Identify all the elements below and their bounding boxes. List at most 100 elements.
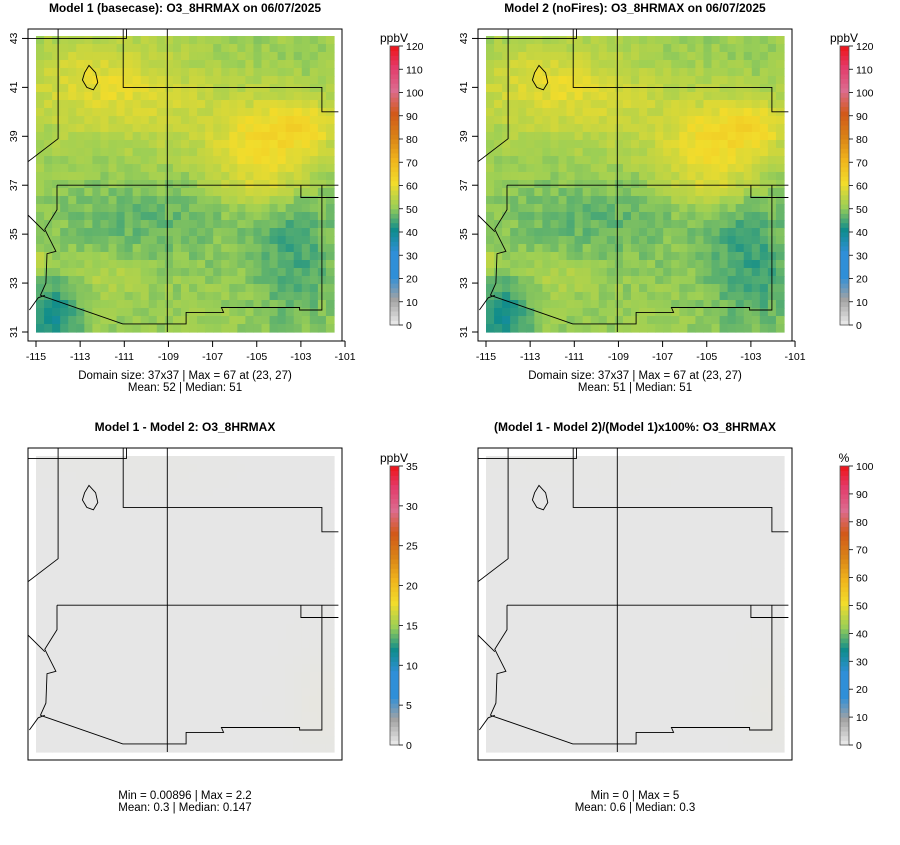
heatmap-cell [181,720,190,729]
heatmap-cell [278,520,287,529]
colorbar-segment [840,213,849,218]
heatmap-cell [213,536,222,545]
heatmap-cell [567,252,576,261]
colorbar-segment [390,666,399,671]
heatmap-cell [84,260,93,269]
heatmap-cell [157,108,166,117]
heatmap-cell [752,108,761,117]
heatmap-cell [189,592,198,601]
heatmap-cell [100,728,109,737]
heatmap-cell [639,252,648,261]
heatmap-cell [744,308,753,317]
heatmap-cell [583,316,592,325]
heatmap-cell [502,172,511,181]
heatmap-cell [253,464,262,473]
heatmap-cell [189,228,198,237]
heatmap-cell [639,164,648,173]
heatmap-cell [294,284,303,293]
heatmap-cell [671,560,680,569]
heatmap-cell [173,616,182,625]
heatmap-cell [229,608,238,617]
heatmap-cell [165,308,174,317]
colorbar-segment [840,88,849,93]
heatmap-cell [558,204,567,213]
heatmap-cell [52,188,61,197]
heatmap-cell [720,172,729,181]
heatmap-cell [310,220,319,229]
heatmap-cell [108,560,117,569]
heatmap-cell [117,528,126,537]
heatmap-cell [125,704,134,713]
heatmap-cell [720,212,729,221]
heatmap-cell [712,276,721,285]
heatmap-cell [286,52,295,61]
heatmap-cell [776,496,785,505]
heatmap-cell [245,488,254,497]
heatmap-cell [679,44,688,53]
heatmap-cell [181,584,190,593]
heatmap-cell [631,212,640,221]
heatmap-cell [205,324,214,333]
heatmap-cell [655,260,664,269]
heatmap-cell [197,156,206,165]
heatmap-cell [639,148,648,157]
heatmap-cell [205,196,214,205]
heatmap-cell [92,68,101,77]
heatmap-cell [100,92,109,101]
heatmap-cell [623,148,632,157]
heatmap-cell [141,92,150,101]
heatmap-cell [197,544,206,553]
heatmap-cell [108,140,117,149]
heatmap-cell [181,576,190,585]
heatmap-cell [117,672,126,681]
heatmap-cell [655,528,664,537]
heatmap-cell [173,600,182,609]
heatmap-cell [92,696,101,705]
heatmap-cell [510,324,519,333]
heatmap-cell [679,552,688,561]
heatmap-cell [36,672,45,681]
heatmap-cell [655,520,664,529]
heatmap-cell [117,36,126,45]
heatmap-cell [760,68,769,77]
heatmap-cell [583,560,592,569]
heatmap-cell [663,116,672,125]
heatmap-cell [502,108,511,117]
heatmap-cell [84,276,93,285]
heatmap-cell [141,100,150,109]
heatmap-cell [100,496,109,505]
heatmap-cell [229,92,238,101]
heatmap-cell [253,504,262,513]
heatmap-cell [550,76,559,85]
heatmap-cell [253,544,262,553]
heatmap-cell [149,44,158,53]
heatmap-cell [687,212,696,221]
heatmap-cell [149,196,158,205]
heatmap-cell [671,552,680,561]
heatmap-cell [736,528,745,537]
heatmap-cell [679,60,688,69]
heatmap-cell [752,268,761,277]
heatmap-cell [502,132,511,141]
heatmap-cell [542,472,551,481]
heatmap-cell [36,576,45,585]
heatmap-cell [125,728,134,737]
heatmap-cell [76,592,85,601]
heatmap-cell [591,472,600,481]
heatmap-cell [302,744,311,753]
heatmap-cell [100,632,109,641]
heatmap-cell [728,260,737,269]
heatmap-cell [647,100,656,109]
heatmap-cell [68,600,77,609]
heatmap-cell [117,632,126,641]
heatmap-cell [679,268,688,277]
heatmap-cell [262,60,271,69]
heatmap-cell [607,204,616,213]
heatmap-cell [623,260,632,269]
heatmap-cell [326,736,335,745]
heatmap-cell [526,148,535,157]
heatmap-cell [294,124,303,133]
heatmap-cell [558,116,567,125]
heatmap-cell [486,132,495,141]
heatmap-cell [213,624,222,633]
